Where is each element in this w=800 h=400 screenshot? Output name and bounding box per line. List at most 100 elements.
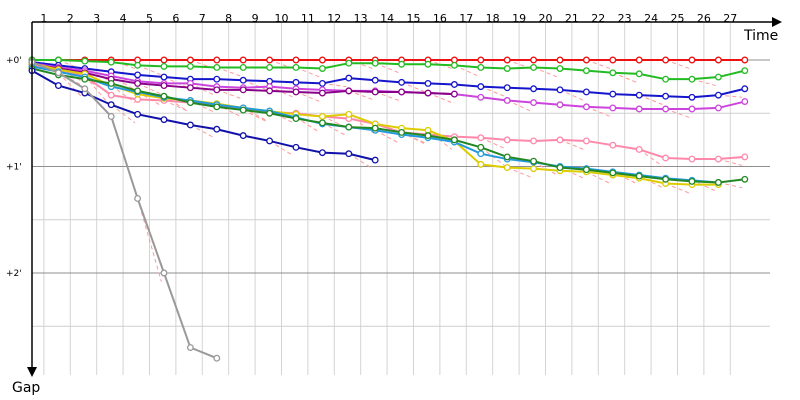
pit-connector-line — [216, 66, 241, 77]
series-point — [530, 64, 538, 71]
series-line — [31, 61, 218, 360]
series-point — [450, 136, 458, 144]
x-tick-label: 17 — [459, 12, 473, 25]
pit-connector-line — [612, 72, 637, 83]
pit-connector-line — [137, 91, 162, 107]
pit-connector-line — [295, 91, 320, 102]
x-tick-label: 19 — [512, 12, 526, 25]
series-point — [424, 132, 432, 140]
series-point — [371, 124, 379, 132]
x-axis-title: Time — [743, 28, 778, 44]
series-point — [345, 87, 353, 95]
series-point — [186, 62, 194, 70]
pit-connector-line — [638, 175, 664, 189]
series-point — [450, 81, 458, 88]
series-point — [186, 121, 194, 129]
series-point — [318, 65, 326, 72]
series-point — [318, 89, 326, 97]
pit-connector-line — [110, 75, 136, 91]
pit-connector-line — [269, 110, 294, 124]
series-point — [530, 85, 538, 93]
series-point — [688, 155, 696, 163]
series-point — [54, 82, 62, 90]
series-point — [477, 134, 485, 142]
pit-connector-line — [322, 82, 347, 88]
pit-connector-line — [427, 92, 452, 104]
x-tick-label: 10 — [274, 12, 288, 25]
pit-connector-line — [375, 91, 400, 101]
x-tick-label: 27 — [723, 12, 737, 25]
series-point — [213, 354, 221, 362]
series-point — [239, 106, 247, 114]
x-axis-arrow — [772, 17, 782, 27]
series-point — [345, 59, 353, 67]
series-point — [213, 56, 221, 64]
pit-connector-line — [163, 76, 188, 89]
series-point — [398, 128, 406, 136]
series-point — [160, 56, 168, 64]
x-tick-label: 12 — [327, 12, 341, 25]
series-point — [609, 56, 617, 64]
series-point — [134, 71, 142, 79]
series-point — [503, 84, 511, 92]
pit-connector-line — [559, 167, 584, 179]
series-point — [688, 105, 696, 113]
series-point — [556, 56, 564, 64]
pit-connector-line — [427, 59, 452, 69]
series-point — [662, 175, 670, 183]
x-tick-label: 9 — [252, 12, 259, 25]
pit-connector-line — [216, 104, 241, 117]
series-point — [160, 116, 168, 124]
series-point — [160, 269, 168, 277]
pit-connector-line — [58, 72, 83, 98]
x-tick-label: 5 — [146, 12, 153, 25]
pit-connector-line — [269, 86, 294, 98]
series-point — [556, 65, 564, 72]
series-point — [266, 56, 274, 64]
series-point — [107, 112, 115, 120]
series-point — [688, 93, 696, 101]
series-line — [31, 69, 376, 162]
pit-connector-line — [454, 64, 479, 77]
series-point — [503, 97, 511, 104]
series-point — [450, 90, 458, 98]
pit-connector-line — [322, 122, 347, 137]
pit-connector-line — [480, 86, 505, 97]
series-point — [582, 56, 590, 64]
x-tick-label: 13 — [354, 12, 368, 25]
x-tick-label: 11 — [301, 12, 315, 25]
axes — [27, 17, 782, 377]
pit-connector-line — [137, 64, 162, 76]
x-tick-label: 21 — [565, 12, 579, 25]
series-point — [266, 87, 274, 95]
series-point — [292, 143, 300, 151]
series-point — [688, 75, 696, 83]
pit-connector-line — [242, 109, 268, 123]
series-line — [31, 67, 745, 184]
x-tick-label: 16 — [433, 12, 447, 25]
series-point — [477, 56, 485, 64]
series-point — [318, 56, 326, 64]
series-point — [582, 166, 590, 174]
series-point — [582, 103, 590, 111]
series-point — [530, 137, 538, 145]
pit-connector-line — [639, 94, 664, 106]
series-point — [609, 141, 617, 149]
series-point — [741, 175, 749, 183]
pit-connector-line — [190, 100, 215, 113]
series-point — [503, 164, 511, 172]
series-point — [160, 62, 168, 70]
series-point — [186, 344, 194, 351]
series-point — [477, 150, 485, 158]
pit-connector-line — [401, 81, 426, 93]
series-point — [635, 91, 643, 99]
series-point — [239, 56, 247, 64]
series-point — [530, 157, 538, 165]
series-point — [398, 60, 406, 68]
x-tick-label: 2 — [67, 12, 74, 25]
series-point — [530, 99, 538, 107]
series-point — [609, 104, 617, 112]
series-point — [81, 85, 89, 93]
pit-connector-line — [533, 161, 558, 176]
